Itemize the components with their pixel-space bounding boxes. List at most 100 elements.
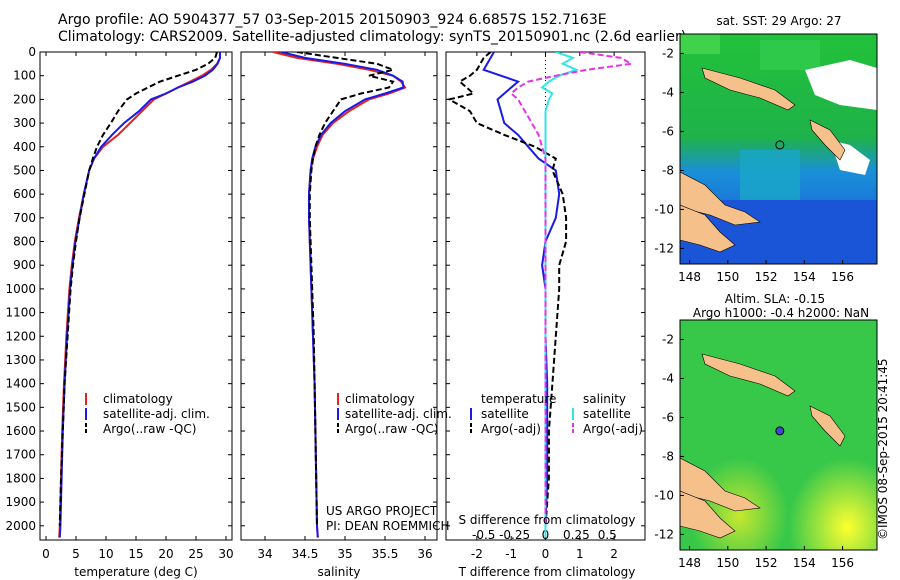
x-tick-label: 1	[576, 547, 584, 561]
depth-tick-label: 1300	[5, 353, 36, 367]
salinity-legend: climatology satellite-adj. clim. Argo(..…	[337, 392, 452, 436]
sla-land-png-south	[680, 490, 736, 539]
depth-tick-label: 300	[13, 116, 36, 130]
depth-tick-label: 100	[13, 69, 36, 83]
x-tick-label: 15	[128, 547, 143, 561]
lat-tick-label: -6	[662, 124, 674, 138]
x-tick-label: 34.5	[292, 547, 319, 561]
temperature-series	[58, 52, 221, 538]
legend-label-satellite: satellite-adj. clim.	[103, 407, 210, 421]
lat-tick-label: -2	[662, 332, 674, 346]
lat-tick-label: -12	[654, 527, 674, 541]
depth-tick-label: 1600	[5, 424, 36, 438]
salinity-series	[272, 52, 407, 538]
lon-tick-label: 148	[678, 270, 701, 284]
temperature-legend: climatology satellite-adj. clim. Argo(..…	[85, 392, 210, 436]
sla-map-subtitle: Argo h1000: -0.4 h2000: NaN	[693, 306, 869, 320]
depth-tick-label: 800	[13, 235, 36, 249]
x-tick-label: -2	[471, 547, 483, 561]
sst-map	[680, 34, 877, 264]
series-line	[482, 52, 561, 538]
x-tick-label: 35	[337, 547, 352, 561]
sst-cloud-gap	[805, 60, 877, 110]
x-tick-label: 0	[542, 547, 550, 561]
depth-tick-label: 200	[13, 92, 36, 106]
sst-patch	[680, 34, 720, 54]
sla-land-bougainville	[809, 405, 846, 447]
sla-map-axes: 148 150 152 154 156 -2 -4 -6 -8 -10 -12	[654, 332, 854, 570]
profile-title: Argo profile: AO 5904377_57 03-Sep-2015 …	[58, 12, 607, 28]
s-tick-label: 0.5	[598, 528, 617, 542]
depth-tick-label: 600	[13, 187, 36, 201]
lon-tick-label: 156	[831, 270, 854, 284]
depth-tick-label: 0	[28, 45, 36, 59]
depth-tick-label: 1400	[5, 377, 36, 391]
lon-tick-label: 148	[678, 556, 701, 570]
legend-label-argo: Argo(..raw -QC)	[345, 422, 438, 436]
legend-label-satellite: satellite-adj. clim.	[345, 407, 452, 421]
lon-tick-label: 156	[831, 556, 854, 570]
legend-group-salinity: salinity	[583, 392, 626, 406]
lat-tick-label: -6	[662, 410, 674, 424]
legend-label-t-satellite: satellite	[481, 407, 529, 421]
lat-tick-label: -4	[662, 85, 674, 99]
sla-map-frame	[679, 319, 878, 551]
depth-tick-label: 500	[13, 163, 36, 177]
series-line	[446, 52, 568, 526]
depth-tick-label: 1500	[5, 400, 36, 414]
sst-map-frame	[679, 33, 878, 265]
legend-group-temperature: temperature	[481, 392, 556, 406]
sst-land-new-britain	[701, 67, 796, 111]
legend-label-climatology: climatology	[345, 392, 415, 406]
sst-cyan-patch	[740, 150, 800, 200]
x-tick-label: -1	[505, 547, 517, 561]
lat-tick-label: -2	[662, 46, 674, 60]
x-tick-label: 20	[158, 547, 173, 561]
lon-tick-label: 154	[793, 270, 816, 284]
x-tick-label: 2	[610, 547, 618, 561]
temperature-xlabel: temperature (deg C)	[74, 565, 197, 579]
lat-tick-label: -4	[662, 371, 674, 385]
lat-tick-label: -12	[654, 241, 674, 255]
depth-tick-label: 400	[13, 140, 36, 154]
x-tick-label: 36	[417, 547, 432, 561]
depth-tick-label: 900	[13, 258, 36, 272]
x-tick-label: 34	[257, 547, 272, 561]
x-tick-label: 30	[218, 547, 233, 561]
x-tick-label: 10	[98, 547, 113, 561]
temperature-panel-frame	[39, 51, 233, 541]
series-line	[509, 52, 635, 526]
legend-label-s-satellite: satellite	[583, 407, 631, 421]
series-line	[58, 52, 218, 526]
salinity-x-axis: 34 34.5 35 35.5 36	[257, 52, 433, 561]
s-diff-xlabel: S difference from climatology	[459, 513, 636, 527]
sst-patch	[760, 40, 820, 70]
lon-tick-label: 150	[716, 556, 739, 570]
depth-axis: 0 100 200 300 400 500 600 700 800 900 1000 1100 1200…	[5, 45, 645, 533]
sla-map	[680, 320, 877, 550]
lon-tick-label: 154	[793, 556, 816, 570]
lon-tick-label: 152	[755, 556, 778, 570]
climatology-title: Climatology: CARS2009. Satellite-adjuste…	[58, 29, 687, 45]
lon-tick-label: 152	[755, 270, 778, 284]
sst-land-png-south	[680, 204, 736, 253]
x-tick-label: 5	[72, 547, 80, 561]
s-tick-label: -0.5	[472, 528, 495, 542]
x-tick-label: 35.5	[372, 547, 399, 561]
sla-land-new-britain	[701, 353, 796, 397]
x-tick-label: 25	[188, 547, 203, 561]
legend-label-climatology: climatology	[103, 392, 173, 406]
argo-position-marker	[775, 140, 785, 150]
temperature-x-axis: 0 5 10 15 20 25 30	[42, 52, 234, 561]
pi-annotation: PI: DEAN ROEMMICH	[326, 519, 449, 533]
series-line	[296, 52, 397, 526]
sst-map-axes: 148 150 152 154 156 -2 -4 -6 -8 -10 -12	[654, 46, 854, 284]
depth-tick-label: 700	[13, 211, 36, 225]
difference-series	[446, 52, 635, 538]
t-diff-xlabel: T difference from climatology	[458, 565, 636, 579]
sst-land-bougainville	[809, 119, 846, 161]
salinity-xlabel: salinity	[317, 565, 360, 579]
lon-tick-label: 150	[716, 270, 739, 284]
depth-tick-label: 2000	[5, 519, 36, 533]
depth-tick-label: 1100	[5, 306, 36, 320]
